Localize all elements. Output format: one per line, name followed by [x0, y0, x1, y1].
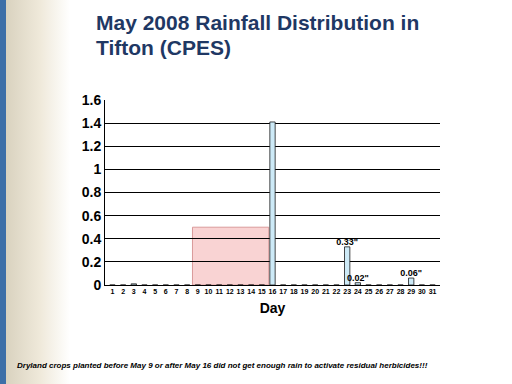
svg-text:23: 23 [343, 288, 351, 295]
svg-text:Day: Day [260, 300, 286, 316]
svg-text:0.8: 0.8 [82, 184, 102, 200]
svg-text:0.06": 0.06" [400, 268, 422, 278]
svg-text:10: 10 [205, 288, 213, 295]
svg-text:5: 5 [153, 288, 157, 295]
svg-text:17: 17 [279, 288, 287, 295]
html-text:May 2008 Rainfall Distribution: May 2008 Rainfall Distribution in Tifton… [96, 11, 420, 59]
svg-text:1.4: 1.4 [82, 115, 102, 131]
svg-text:0.02": 0.02" [347, 273, 369, 283]
svg-text:31: 31 [429, 288, 437, 295]
svg-text:1.2: 1.2 [82, 138, 102, 154]
svg-text:13: 13 [237, 288, 245, 295]
svg-text:18: 18 [290, 288, 298, 295]
svg-text:4: 4 [143, 288, 147, 295]
svg-text:28: 28 [397, 288, 405, 295]
svg-text:Dryland crops planted before M: Dryland crops planted before May 9 or af… [17, 361, 428, 370]
svg-text:25: 25 [365, 288, 373, 295]
svg-text:1.6: 1.6 [82, 92, 102, 108]
svg-text:16: 16 [269, 288, 277, 295]
svg-text:2: 2 [121, 288, 125, 295]
svg-text:12: 12 [226, 288, 234, 295]
svg-text:0.6: 0.6 [82, 208, 102, 224]
svg-text:22: 22 [333, 288, 341, 295]
svg-text:26: 26 [375, 288, 383, 295]
svg-text:14: 14 [247, 288, 255, 295]
svg-text:1: 1 [111, 288, 115, 295]
svg-text:15: 15 [258, 288, 266, 295]
svg-text:30: 30 [418, 288, 426, 295]
svg-text:6: 6 [164, 288, 168, 295]
svg-text:0.33": 0.33" [336, 237, 358, 247]
svg-text:0.2: 0.2 [82, 254, 102, 270]
svg-text:29: 29 [407, 288, 415, 295]
svg-text:19: 19 [301, 288, 309, 295]
svg-text:24: 24 [354, 288, 362, 295]
svg-text:27: 27 [386, 288, 394, 295]
svg-text:0.4: 0.4 [82, 231, 102, 247]
svg-text:20: 20 [311, 288, 319, 295]
svg-text:9: 9 [196, 288, 200, 295]
svg-text:1: 1 [93, 161, 101, 177]
svg-text:7: 7 [175, 288, 179, 295]
svg-text:0: 0 [93, 277, 101, 293]
svg-text:11: 11 [215, 288, 223, 295]
svg-text:21: 21 [322, 288, 330, 295]
svg-text:8: 8 [185, 288, 189, 295]
svg-text:3: 3 [132, 288, 136, 295]
